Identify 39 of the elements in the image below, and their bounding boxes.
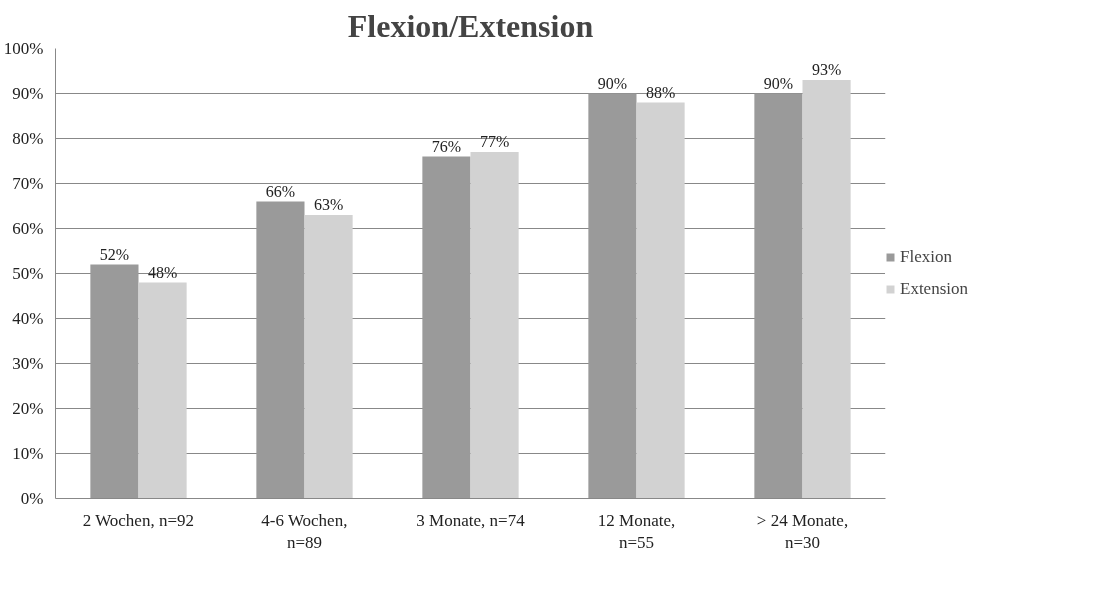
data-label: 76% [431, 137, 462, 155]
data-label: 52% [99, 245, 130, 263]
legend-label: Flexion [900, 247, 952, 267]
y-tick-label: 70% [12, 174, 44, 193]
x-tick-label: 12 Monate, n=55 [597, 510, 676, 553]
x-tick-label: > 24 Monate, n=30 [756, 510, 849, 553]
bar [636, 102, 685, 499]
x-tick-label: 3 Monate, n=74 [416, 510, 526, 530]
chart-title: Flexion/Extension [347, 7, 594, 44]
data-label: 90% [763, 74, 794, 92]
data-label: 90% [597, 74, 628, 92]
y-tick-label: 20% [12, 399, 44, 418]
bar [304, 215, 353, 499]
data-label: 93% [811, 61, 842, 78]
bar [802, 80, 851, 499]
bar [470, 152, 519, 499]
data-label: 77% [479, 133, 510, 150]
x-tick-label: 2 Wochen, n=92 [82, 510, 195, 530]
y-tick-label: 30% [12, 354, 44, 373]
y-tick-label: 10% [12, 444, 44, 463]
bar [422, 156, 471, 499]
bar [754, 93, 803, 499]
y-tick-label: 100% [3, 39, 44, 58]
bar [256, 201, 305, 499]
bar [588, 93, 637, 499]
y-tick-label: 0% [20, 489, 44, 508]
y-tick-label: 90% [12, 84, 44, 103]
legend-label: Extension [900, 279, 968, 299]
bar [90, 264, 139, 499]
data-label: 63% [313, 196, 344, 213]
y-tick-label: 80% [12, 129, 44, 148]
data-label: 48% [147, 263, 178, 281]
x-tick-label: 4-6 Wochen, n=89 [261, 510, 348, 553]
y-tick-label: 40% [12, 309, 44, 328]
bar [138, 282, 187, 499]
data-label: 88% [645, 83, 676, 101]
y-tick-label: 50% [12, 264, 44, 283]
y-tick-label: 60% [12, 219, 44, 238]
data-label: 66% [265, 182, 296, 200]
